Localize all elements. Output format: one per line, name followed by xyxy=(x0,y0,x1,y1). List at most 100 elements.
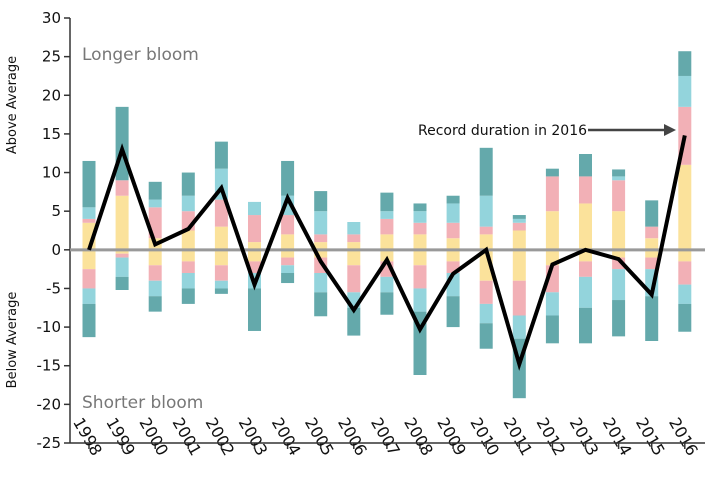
bar-segment xyxy=(545,176,559,212)
bar-segment xyxy=(214,226,228,250)
bar-segment xyxy=(281,273,295,284)
bar-segment xyxy=(82,303,96,338)
bar-segment xyxy=(214,141,228,169)
y-tick-label: 15 xyxy=(42,125,61,143)
bar-segment xyxy=(479,234,493,250)
annotation: Shorter bloom xyxy=(82,393,203,413)
bar-segment xyxy=(115,195,129,250)
bar-segment xyxy=(512,230,526,250)
bar-segment xyxy=(678,249,692,262)
x-tick-label: 2013 xyxy=(566,414,603,459)
x-tick-label: 2006 xyxy=(334,414,371,459)
bar-segment xyxy=(380,211,394,219)
bar-segment xyxy=(281,160,295,196)
above-label: Above Average xyxy=(5,56,20,154)
y-tick-label: 5 xyxy=(51,202,61,220)
bar-segment xyxy=(248,201,261,216)
bar-segment xyxy=(512,215,526,219)
bar-segment xyxy=(82,207,96,219)
bar-segment xyxy=(181,288,195,304)
bar-segment xyxy=(479,226,493,235)
bar-segment xyxy=(413,234,427,250)
bar-segment xyxy=(314,191,328,212)
bar-segment xyxy=(181,172,195,196)
bar-segment xyxy=(678,51,692,76)
y-tick-label: -10 xyxy=(37,318,62,336)
bar-segment xyxy=(314,249,328,258)
bar-segment xyxy=(612,300,626,337)
bar-segment xyxy=(446,222,460,239)
bar-segment xyxy=(645,257,659,270)
x-tick-label: 2001 xyxy=(168,414,205,459)
y-tick-label: 10 xyxy=(42,164,61,182)
bar-segment xyxy=(82,218,96,223)
bar-segment xyxy=(347,265,361,293)
bar-segment xyxy=(248,242,261,250)
bar-segment xyxy=(82,249,96,270)
bar-segment xyxy=(545,292,559,316)
bar-segment xyxy=(512,218,526,223)
bar-segment xyxy=(612,211,626,250)
bar-segment xyxy=(479,303,493,324)
x-tick-label: 2007 xyxy=(367,414,404,459)
bar-segment xyxy=(380,234,394,250)
bar-segment xyxy=(148,265,162,281)
bar-segment xyxy=(479,323,493,349)
y-tick-label: -20 xyxy=(37,395,62,413)
bar-segment xyxy=(612,249,626,258)
bar-segment xyxy=(82,160,96,208)
bar-segment xyxy=(512,249,526,281)
bar-segment xyxy=(281,265,295,273)
bar-segment xyxy=(479,280,493,304)
bar-segment xyxy=(579,276,592,308)
bar-segment xyxy=(148,199,162,208)
bar-segment xyxy=(380,192,394,212)
bar-segment xyxy=(148,249,162,266)
bar-segment xyxy=(347,222,361,235)
bar-segment xyxy=(479,195,493,227)
y-tick-label: 25 xyxy=(42,48,61,66)
bar-segment xyxy=(413,211,427,223)
bar-segment xyxy=(115,257,129,277)
y-tick-label: 20 xyxy=(42,86,61,104)
bar-segment xyxy=(248,249,261,262)
bar-segment xyxy=(678,284,692,304)
bar-segment xyxy=(248,215,261,243)
bar-segment xyxy=(214,288,228,294)
bar-segment xyxy=(446,296,460,328)
bar-segment xyxy=(545,168,559,177)
x-tick-label: 2009 xyxy=(433,414,470,459)
bar-segment xyxy=(512,280,526,316)
bar-segment xyxy=(579,176,592,204)
bar-segment xyxy=(82,288,96,304)
x-tick-label: 2002 xyxy=(202,414,239,459)
x-tick-label: 2010 xyxy=(466,414,503,459)
bar-segment xyxy=(579,307,592,344)
bar-segment xyxy=(314,242,328,250)
bar-segment xyxy=(512,315,526,339)
bar-segment xyxy=(579,154,592,177)
bar-segment xyxy=(181,195,195,212)
bar-segment xyxy=(413,265,427,289)
bar-segment xyxy=(181,261,195,273)
annotation: Longer bloom xyxy=(82,45,199,65)
bar-segment xyxy=(579,203,592,250)
bar-segment xyxy=(612,257,626,270)
bar-segment xyxy=(413,203,427,212)
x-tick-label: 2012 xyxy=(533,414,570,459)
bar-segment xyxy=(380,276,394,293)
bar-segment xyxy=(678,164,692,250)
bar-segment xyxy=(380,249,394,262)
bar-segment xyxy=(181,230,195,250)
bar-segment xyxy=(612,180,626,212)
line-series xyxy=(87,135,687,371)
annotation: Record duration in 2016 xyxy=(418,123,587,139)
y-tick-label: -25 xyxy=(37,434,62,452)
x-tick-label: 2000 xyxy=(135,414,172,459)
x-tick-label: 2011 xyxy=(499,414,536,459)
bar-segment xyxy=(579,261,592,277)
bar-segment xyxy=(645,200,659,227)
bar-segment xyxy=(545,211,559,250)
x-tick-label: 2008 xyxy=(400,414,437,459)
